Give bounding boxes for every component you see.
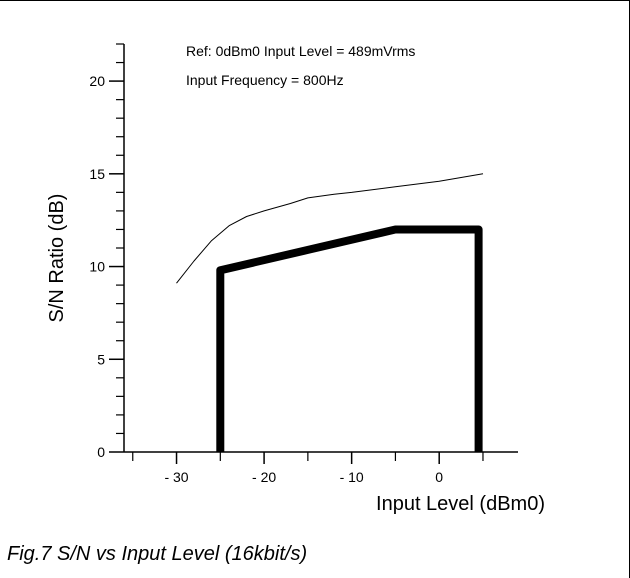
y-tick-label: 0 xyxy=(97,444,105,460)
x-tick-label: 0 xyxy=(435,469,443,485)
x-axis-label: Input Level (dBm0) xyxy=(376,493,545,515)
y-tick-label: 5 xyxy=(97,351,105,367)
y-axis-label: S/N Ratio (dB) xyxy=(46,194,68,323)
frequency-annotation: Input Frequency = 800Hz xyxy=(186,72,344,88)
y-tick-label: 15 xyxy=(89,166,105,182)
x-tick-label: - 10 xyxy=(340,469,364,485)
x-tick-label: - 30 xyxy=(164,469,188,485)
series-line-thick xyxy=(216,225,483,452)
ticks: 0 5 10 15 20 - 30 - 20 - 10 0 xyxy=(89,43,484,485)
figure-caption: Fig.7 S/N vs Input Level (16kbit/s) xyxy=(7,543,308,565)
series-layer xyxy=(176,173,484,452)
y-tick-label: 20 xyxy=(89,73,105,89)
x-tick-label: - 20 xyxy=(252,469,276,485)
reference-annotation: Ref: 0dBm0 Input Level = 489mVrms xyxy=(186,43,415,59)
y-tick-label: 10 xyxy=(89,259,105,275)
series-line-thin xyxy=(176,173,484,284)
